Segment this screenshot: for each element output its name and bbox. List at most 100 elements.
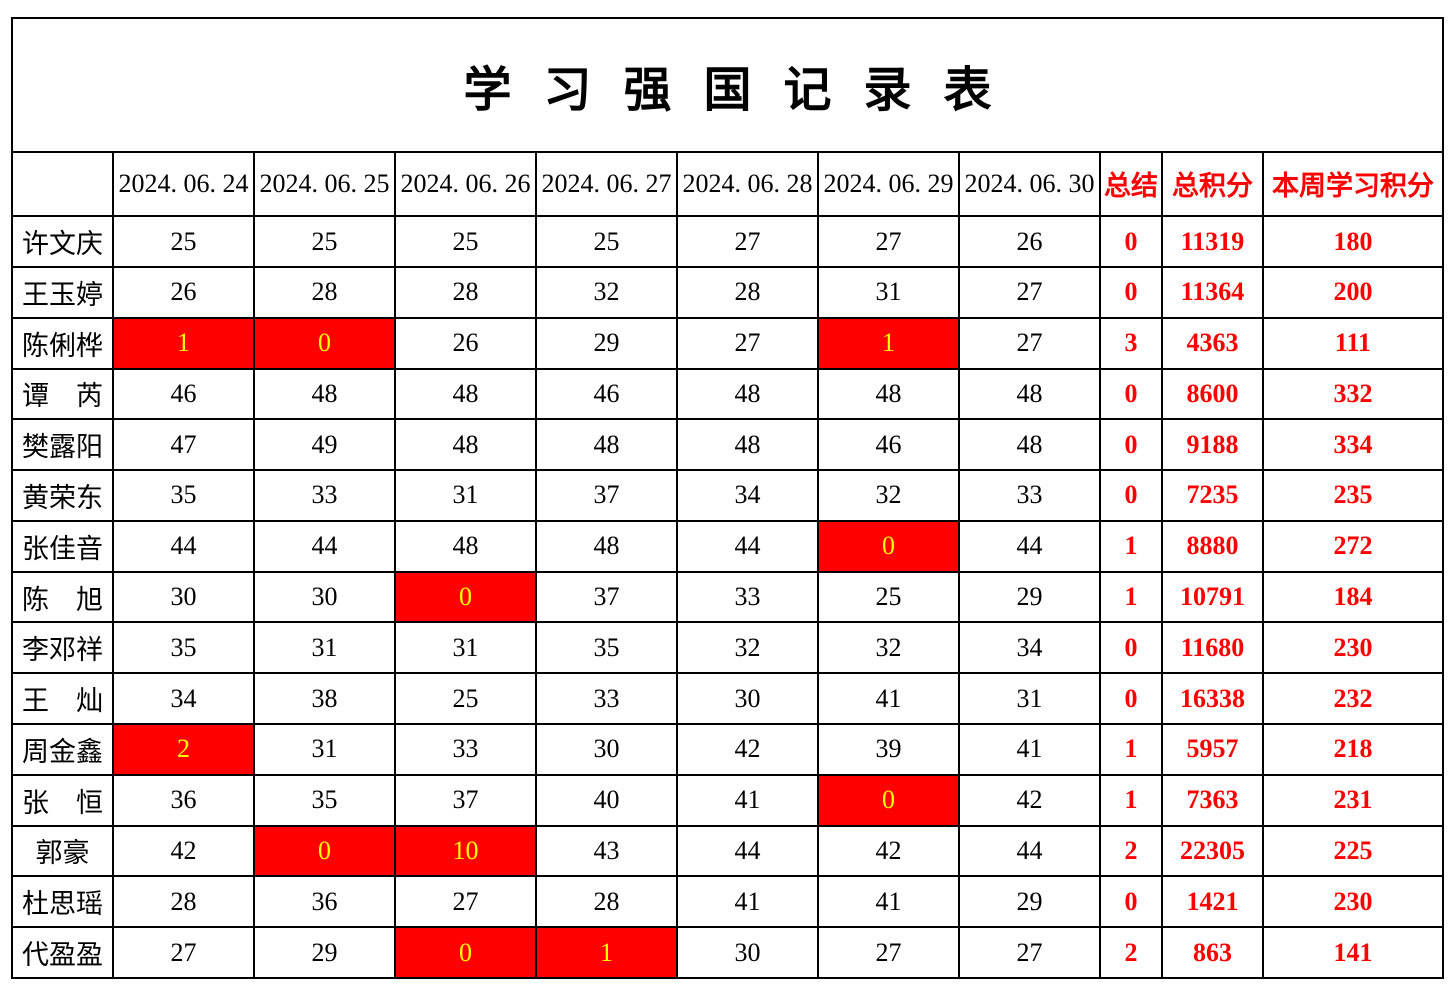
day-score-highlighted: 1 <box>817 316 960 370</box>
day-score: 29 <box>958 570 1101 624</box>
day-score: 41 <box>958 723 1101 776</box>
day-score-highlighted: 0 <box>817 519 960 573</box>
week-points-value: 232 <box>1262 672 1444 725</box>
day-score: 42 <box>112 824 255 878</box>
day-score: 33 <box>676 570 819 624</box>
summary-value: 0 <box>1099 265 1163 319</box>
day-score: 48 <box>535 519 678 573</box>
day-score: 27 <box>817 215 960 268</box>
total-column-header: 总积分 <box>1161 150 1264 218</box>
week-points-value: 184 <box>1262 570 1444 624</box>
table-row: 陈俐桦 1 0 26 29 27 1 27 3 4363 111 <box>11 316 1444 370</box>
member-name: 王 灿 <box>11 672 114 725</box>
member-name: 黄荣东 <box>11 469 114 522</box>
week-points-value: 180 <box>1262 215 1444 268</box>
day-score: 40 <box>535 773 678 827</box>
day-score: 25 <box>112 215 255 268</box>
day-score: 28 <box>253 265 396 319</box>
day-score: 42 <box>676 723 819 776</box>
summary-column-header: 总结 <box>1099 150 1163 218</box>
day-score: 48 <box>394 367 537 421</box>
day-score-highlighted: 0 <box>253 824 396 878</box>
day-score-highlighted: 1 <box>112 316 255 370</box>
title-row: 学习强国记录表 <box>11 17 1444 153</box>
day-score: 33 <box>253 469 396 522</box>
total-points-value: 9188 <box>1161 418 1264 472</box>
total-points-value: 863 <box>1161 926 1264 979</box>
member-name: 郭豪 <box>11 824 114 878</box>
date-column-header: 2024. 06. 27 <box>535 150 678 218</box>
summary-value: 0 <box>1099 418 1163 472</box>
day-score: 35 <box>253 773 396 827</box>
day-score: 28 <box>676 265 819 319</box>
day-score: 32 <box>817 469 960 522</box>
total-points-value: 8600 <box>1161 367 1264 421</box>
day-score: 27 <box>676 215 819 268</box>
member-name: 张 恒 <box>11 773 114 827</box>
day-score: 48 <box>817 367 960 421</box>
day-score: 39 <box>817 723 960 776</box>
summary-value: 0 <box>1099 469 1163 522</box>
summary-value: 1 <box>1099 773 1163 827</box>
summary-value: 1 <box>1099 723 1163 776</box>
day-score: 41 <box>817 875 960 929</box>
day-score: 32 <box>535 265 678 319</box>
summary-value: 2 <box>1099 824 1163 878</box>
week-points-value: 332 <box>1262 367 1444 421</box>
day-score: 28 <box>535 875 678 929</box>
total-points-value: 11319 <box>1161 215 1264 268</box>
day-score: 31 <box>394 469 537 522</box>
table-row: 张佳音 44 44 48 48 44 0 44 1 8880 272 <box>11 519 1444 573</box>
table-row: 黄荣东 35 33 31 37 34 32 33 0 7235 235 <box>11 469 1444 522</box>
week-points-value: 225 <box>1262 824 1444 878</box>
day-score: 37 <box>535 469 678 522</box>
week-points-value: 111 <box>1262 316 1444 370</box>
day-score: 47 <box>112 418 255 472</box>
day-score: 48 <box>253 367 396 421</box>
summary-value: 1 <box>1099 570 1163 624</box>
day-score: 42 <box>817 824 960 878</box>
day-score: 28 <box>112 875 255 929</box>
total-points-value: 4363 <box>1161 316 1264 370</box>
day-score: 49 <box>253 418 396 472</box>
day-score: 37 <box>394 773 537 827</box>
day-score-highlighted: 10 <box>394 824 537 878</box>
total-points-value: 22305 <box>1161 824 1264 878</box>
day-score: 29 <box>958 875 1101 929</box>
table-body: 许文庆 25 25 25 25 27 27 26 0 11319 180 王玉婷 26 28 28 32 28 3… <box>11 215 1444 979</box>
day-score: 34 <box>676 469 819 522</box>
day-score: 48 <box>394 519 537 573</box>
day-score: 36 <box>253 875 396 929</box>
day-score: 27 <box>958 316 1101 370</box>
week-points-value: 334 <box>1262 418 1444 472</box>
day-score: 27 <box>958 926 1101 979</box>
day-score: 30 <box>112 570 255 624</box>
day-score: 41 <box>817 672 960 725</box>
total-points-value: 7235 <box>1161 469 1264 522</box>
day-score-highlighted: 2 <box>112 723 255 776</box>
day-score: 25 <box>535 215 678 268</box>
member-name: 周金鑫 <box>11 723 114 776</box>
day-score: 37 <box>535 570 678 624</box>
day-score: 32 <box>676 621 819 675</box>
day-score: 43 <box>535 824 678 878</box>
day-score: 46 <box>112 367 255 421</box>
day-score: 41 <box>676 875 819 929</box>
summary-value: 1 <box>1099 519 1163 573</box>
member-name: 许文庆 <box>11 215 114 268</box>
table-row: 代盈盈 27 29 0 1 30 27 27 2 863 141 <box>11 926 1444 979</box>
week-points-value: 231 <box>1262 773 1444 827</box>
summary-value: 0 <box>1099 215 1163 268</box>
table-row: 周金鑫 2 31 33 30 42 39 41 1 5957 218 <box>11 723 1444 776</box>
summary-value: 0 <box>1099 672 1163 725</box>
day-score-highlighted: 0 <box>394 926 537 979</box>
day-score: 46 <box>535 367 678 421</box>
day-score: 25 <box>817 570 960 624</box>
day-score: 38 <box>253 672 396 725</box>
day-score: 48 <box>676 418 819 472</box>
table-row: 谭 芮 46 48 48 46 48 48 48 0 8600 332 <box>11 367 1444 421</box>
date-column-header: 2024. 06. 24 <box>112 150 255 218</box>
date-column-header: 2024. 06. 26 <box>394 150 537 218</box>
day-score: 31 <box>817 265 960 319</box>
date-column-header: 2024. 06. 25 <box>253 150 396 218</box>
